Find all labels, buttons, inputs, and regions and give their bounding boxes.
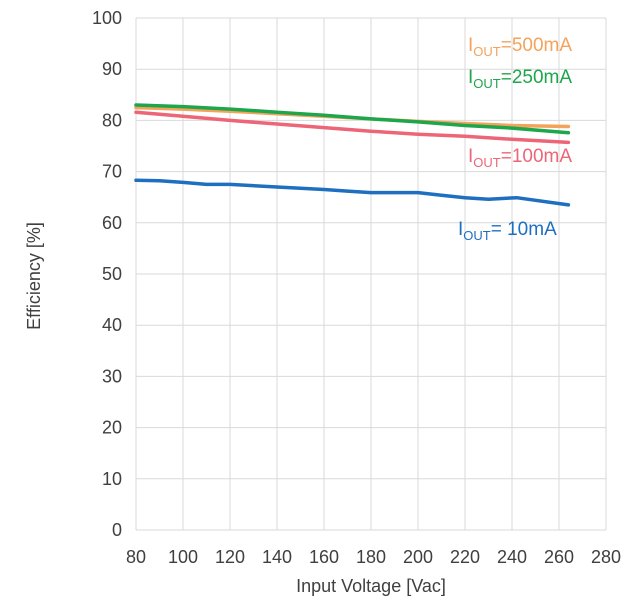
- x-tick-label: 260: [544, 547, 574, 567]
- x-tick-label: 100: [168, 547, 198, 567]
- y-tick-labels: 0 10 20 30 40 50 60 70 80 90 100: [92, 8, 122, 540]
- series-line: [134, 103, 571, 135]
- y-gridlines: [136, 17, 606, 531]
- y-tick-label: 60: [102, 213, 122, 233]
- x-tick-label: 120: [215, 547, 245, 567]
- x-tick-label: 160: [309, 547, 339, 567]
- x-tick-label: 200: [403, 547, 433, 567]
- x-tick-label: 240: [497, 547, 527, 567]
- y-tick-label: 50: [102, 264, 122, 284]
- x-tick-label: 140: [262, 547, 292, 567]
- x-axis-title: Input Voltage [Vac]: [296, 576, 446, 596]
- series-label: IOUT= 10mA: [458, 219, 557, 243]
- y-tick-label: 100: [92, 8, 122, 28]
- x-tick-labels: 80 100 120 140 160 180 200 220 240 260 280: [126, 547, 621, 567]
- y-tick-label: 80: [102, 110, 122, 130]
- x-tick-label: 180: [356, 547, 386, 567]
- y-tick-label: 70: [102, 162, 122, 182]
- series-line: [134, 110, 571, 145]
- x-tick-label: 280: [591, 547, 621, 567]
- y-axis-title: Efficiency [%]: [24, 222, 44, 330]
- series-labels: IOUT=500mA IOUT=250mA IOUT=100mA IOUT= 10mA: [458, 35, 572, 243]
- y-tick-label: 0: [112, 520, 122, 540]
- series-label: IOUT=500mA: [468, 35, 572, 59]
- series-label: IOUT=100mA: [468, 146, 572, 170]
- series-label: IOUT=250mA: [468, 67, 572, 91]
- y-tick-label: 20: [102, 418, 122, 438]
- y-tick-label: 10: [102, 469, 122, 489]
- y-tick-label: 90: [102, 59, 122, 79]
- y-tick-label: 30: [102, 366, 122, 386]
- series-lines: [134, 103, 571, 207]
- x-tick-label: 220: [450, 547, 480, 567]
- y-tick-label: 40: [102, 315, 122, 335]
- series-line: [134, 178, 571, 207]
- x-tick-label: 80: [126, 547, 146, 567]
